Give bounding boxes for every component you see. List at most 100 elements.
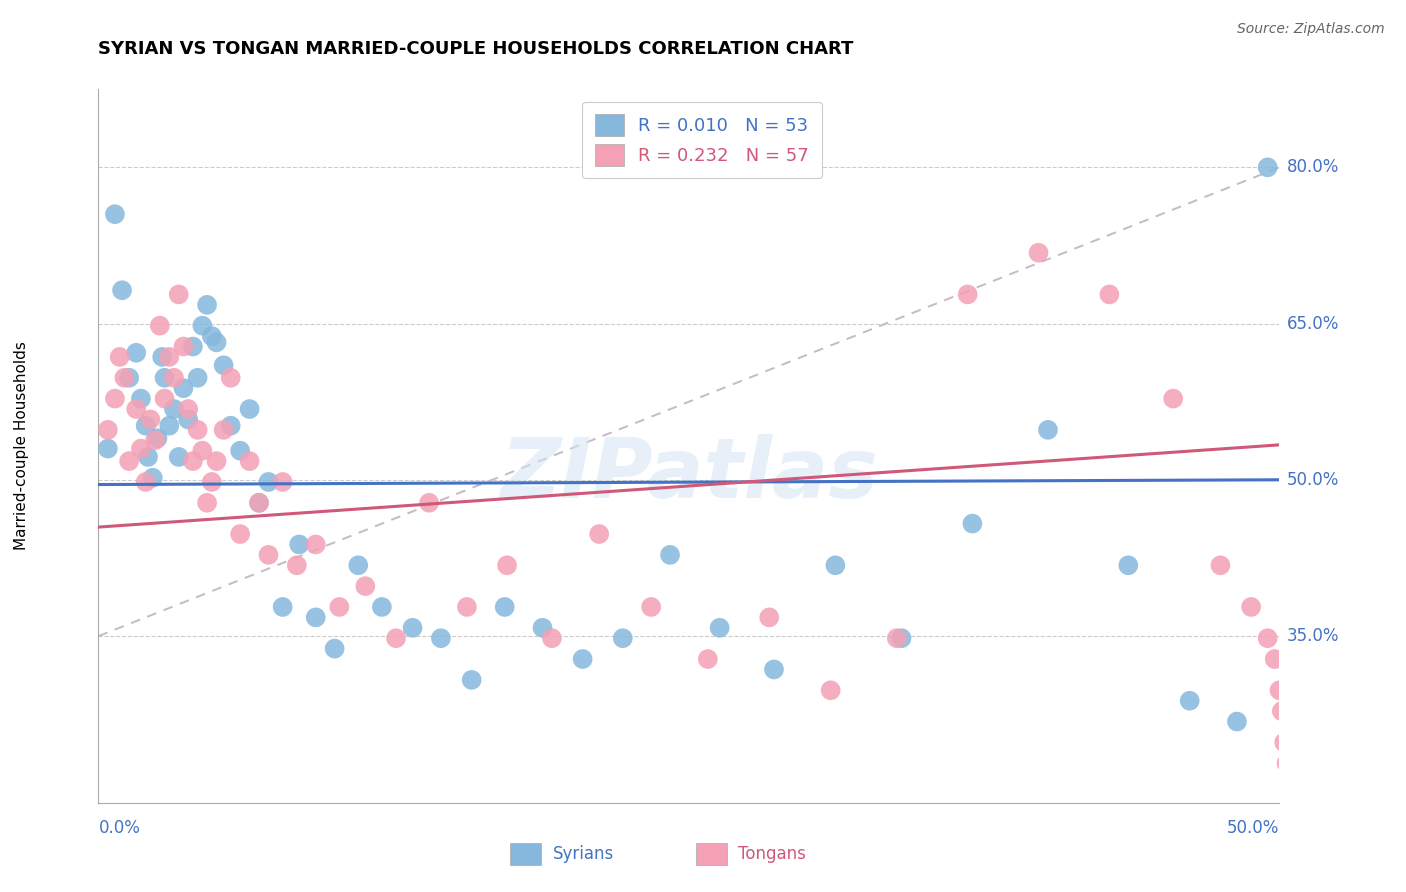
Point bbox=[97, 442, 120, 456]
Point bbox=[1178, 694, 1201, 708]
Point bbox=[177, 402, 200, 417]
Point bbox=[762, 663, 785, 677]
Point bbox=[104, 392, 127, 406]
Point bbox=[571, 652, 593, 666]
Text: Married-couple Households: Married-couple Households bbox=[14, 342, 28, 550]
Point bbox=[430, 631, 453, 645]
Point bbox=[142, 471, 165, 485]
Point bbox=[177, 412, 200, 426]
Point bbox=[1226, 714, 1249, 729]
Point bbox=[271, 599, 294, 614]
Point bbox=[271, 475, 294, 489]
Text: SYRIAN VS TONGAN MARRIED-COUPLE HOUSEHOLDS CORRELATION CHART: SYRIAN VS TONGAN MARRIED-COUPLE HOUSEHOL… bbox=[98, 40, 853, 58]
Point bbox=[201, 475, 224, 489]
Point bbox=[696, 652, 718, 666]
Point bbox=[135, 475, 157, 489]
Point bbox=[1264, 652, 1286, 666]
Text: Source: ZipAtlas.com: Source: ZipAtlas.com bbox=[1237, 22, 1385, 37]
Point bbox=[219, 371, 242, 385]
Point bbox=[886, 631, 908, 645]
Point bbox=[153, 371, 176, 385]
Point bbox=[1275, 756, 1298, 771]
Text: Tongans: Tongans bbox=[738, 845, 806, 863]
Point bbox=[229, 443, 252, 458]
Point bbox=[257, 548, 280, 562]
Point bbox=[494, 599, 516, 614]
Point bbox=[172, 381, 194, 395]
Point bbox=[136, 450, 159, 464]
Point bbox=[1116, 558, 1139, 573]
Point bbox=[212, 423, 235, 437]
Text: 65.0%: 65.0% bbox=[1286, 315, 1339, 333]
Point bbox=[709, 621, 731, 635]
Point bbox=[219, 418, 242, 433]
Point bbox=[305, 610, 328, 624]
Point bbox=[305, 537, 328, 551]
Point bbox=[118, 454, 141, 468]
Point bbox=[153, 392, 176, 406]
Text: 0.0%: 0.0% bbox=[98, 819, 141, 837]
Point bbox=[347, 558, 370, 573]
Point bbox=[167, 450, 190, 464]
Point bbox=[191, 318, 214, 333]
Point bbox=[247, 496, 270, 510]
Point bbox=[150, 350, 173, 364]
Point bbox=[205, 454, 228, 468]
Point bbox=[239, 402, 262, 417]
Point bbox=[112, 371, 135, 385]
Point bbox=[354, 579, 377, 593]
Point bbox=[962, 516, 984, 531]
Point bbox=[1268, 683, 1291, 698]
Point bbox=[460, 673, 482, 687]
Point bbox=[163, 402, 186, 417]
Point bbox=[1209, 558, 1232, 573]
Point bbox=[163, 371, 186, 385]
Point bbox=[496, 558, 519, 573]
Point bbox=[418, 496, 440, 510]
Point bbox=[531, 621, 554, 635]
Point bbox=[588, 527, 610, 541]
Point bbox=[187, 371, 209, 385]
Text: 50.0%: 50.0% bbox=[1286, 471, 1339, 489]
Text: 35.0%: 35.0% bbox=[1286, 627, 1339, 645]
Point bbox=[257, 475, 280, 489]
Point bbox=[824, 558, 846, 573]
Point bbox=[191, 443, 214, 458]
Point bbox=[328, 599, 350, 614]
Point bbox=[456, 599, 478, 614]
Point bbox=[212, 358, 235, 372]
Point bbox=[149, 318, 172, 333]
Point bbox=[129, 392, 152, 406]
Legend: R = 0.010   N = 53, R = 0.232   N = 57: R = 0.010 N = 53, R = 0.232 N = 57 bbox=[582, 102, 821, 178]
Point bbox=[371, 599, 394, 614]
Point bbox=[285, 558, 308, 573]
Point bbox=[125, 345, 148, 359]
Point bbox=[1161, 392, 1184, 406]
Point bbox=[1271, 704, 1294, 718]
Text: 80.0%: 80.0% bbox=[1286, 159, 1339, 177]
Point bbox=[139, 412, 162, 426]
Point bbox=[97, 423, 120, 437]
Point bbox=[157, 350, 180, 364]
Point bbox=[135, 418, 157, 433]
Point bbox=[1272, 735, 1295, 749]
Point bbox=[111, 283, 134, 297]
Point bbox=[181, 454, 204, 468]
Point bbox=[229, 527, 252, 541]
Point bbox=[1240, 599, 1263, 614]
Point bbox=[146, 431, 169, 445]
Point bbox=[288, 537, 311, 551]
Point bbox=[956, 287, 979, 301]
Point bbox=[1028, 245, 1050, 260]
Point bbox=[172, 339, 194, 353]
Point bbox=[1036, 423, 1059, 437]
Point bbox=[541, 631, 564, 645]
Point bbox=[401, 621, 423, 635]
Point bbox=[181, 339, 204, 353]
Point bbox=[195, 496, 218, 510]
Point bbox=[239, 454, 262, 468]
Point bbox=[201, 329, 224, 343]
Point bbox=[758, 610, 780, 624]
Point bbox=[157, 418, 180, 433]
Point bbox=[1257, 161, 1279, 175]
